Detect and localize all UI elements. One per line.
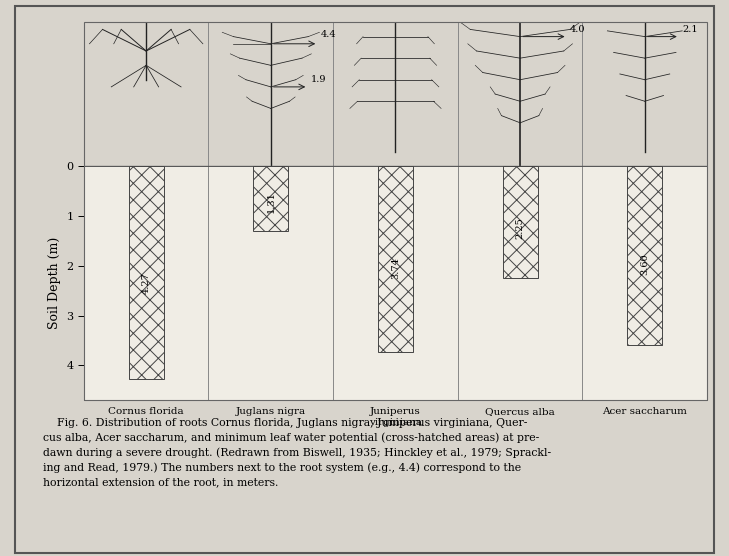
Text: 1.9: 1.9 — [311, 75, 326, 84]
Bar — [129, 166, 163, 379]
Text: Fig. 6. Distribution of roots Cornus florida, Juglans nigra, Juniperus virginian: Fig. 6. Distribution of roots Cornus flo… — [42, 418, 550, 487]
Bar — [628, 166, 662, 345]
Text: 4.4: 4.4 — [321, 31, 336, 39]
Y-axis label: Soil Depth (m): Soil Depth (m) — [47, 237, 61, 329]
Text: 2.25: 2.25 — [515, 217, 525, 239]
Text: 2.1: 2.1 — [682, 24, 698, 34]
Text: 4.27: 4.27 — [141, 272, 151, 294]
Text: 1.31: 1.31 — [266, 191, 276, 213]
Text: 4.0: 4.0 — [570, 24, 585, 34]
Text: 3.60: 3.60 — [640, 254, 650, 275]
Bar — [378, 166, 413, 353]
Text: 3.74: 3.74 — [391, 257, 400, 280]
Bar — [503, 166, 537, 278]
Bar — [254, 166, 288, 231]
